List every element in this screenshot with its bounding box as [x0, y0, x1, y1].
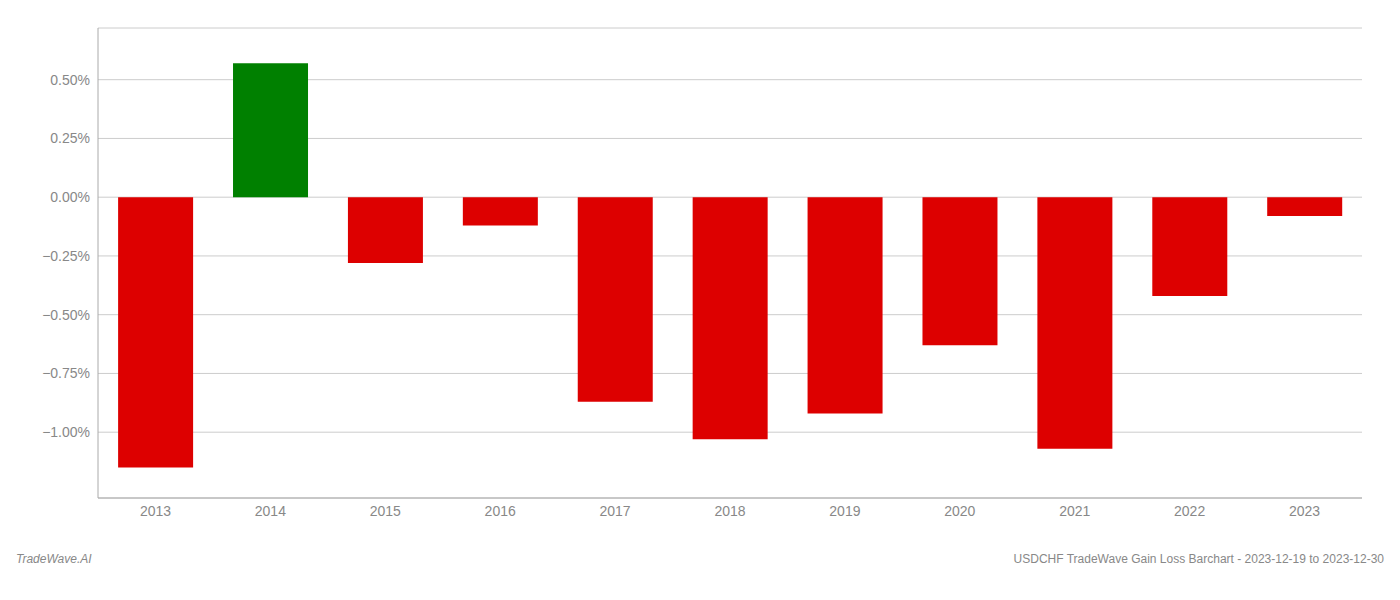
svg-text:2020: 2020	[944, 503, 975, 519]
svg-text:0.50%: 0.50%	[50, 72, 90, 88]
svg-text:0.25%: 0.25%	[50, 130, 90, 146]
svg-text:−0.25%: −0.25%	[42, 248, 90, 264]
svg-text:2014: 2014	[255, 503, 286, 519]
svg-text:2021: 2021	[1059, 503, 1090, 519]
svg-text:−1.00%: −1.00%	[42, 424, 90, 440]
svg-text:2017: 2017	[600, 503, 631, 519]
svg-text:0.00%: 0.00%	[50, 189, 90, 205]
svg-text:2013: 2013	[140, 503, 171, 519]
svg-text:2023: 2023	[1289, 503, 1320, 519]
svg-text:−0.75%: −0.75%	[42, 365, 90, 381]
svg-text:2019: 2019	[829, 503, 860, 519]
svg-text:2016: 2016	[485, 503, 516, 519]
html-text:TradeWave.AI: TradeWave.AI	[16, 552, 92, 566]
html-text:USDCHF TradeWave Gain Loss Bar: USDCHF TradeWave Gain Loss Barchart - 20…	[1013, 552, 1384, 566]
svg-text:2022: 2022	[1174, 503, 1205, 519]
svg-text:2015: 2015	[370, 503, 401, 519]
svg-text:2018: 2018	[714, 503, 745, 519]
svg-text:−0.50%: −0.50%	[42, 307, 90, 323]
